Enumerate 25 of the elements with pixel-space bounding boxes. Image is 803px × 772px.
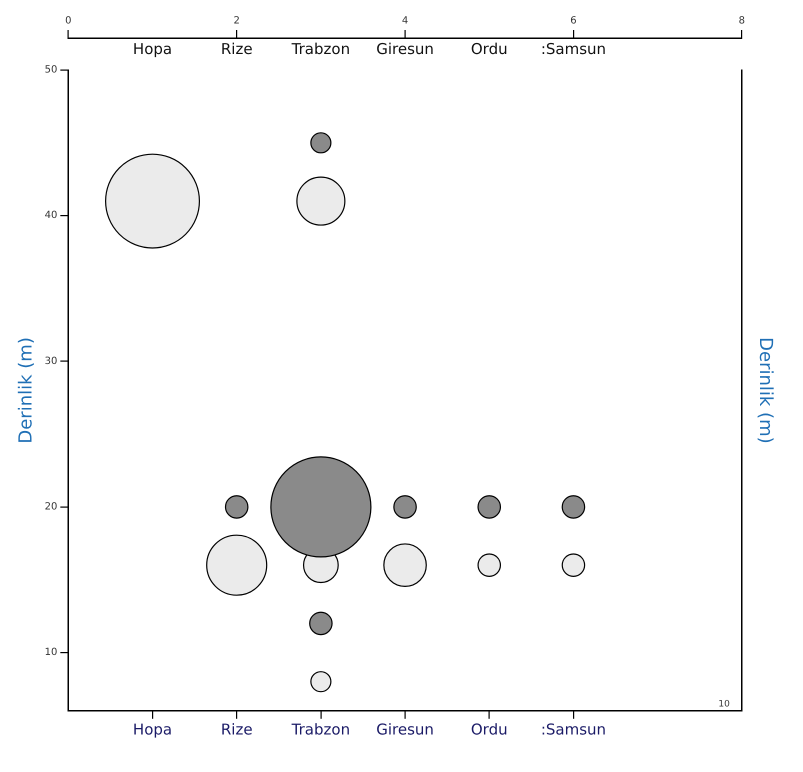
text: 10: [718, 700, 730, 710]
category-label: Rize: [220, 720, 253, 739]
category-label: :Samsun: [540, 720, 606, 739]
x2-tick-label: 8: [738, 16, 745, 27]
x-tick-label: :Samsun: [540, 40, 606, 58]
x-tick-label: Trabzon: [290, 40, 350, 58]
x-tick-label: Giresun: [376, 40, 434, 58]
x-tick-label: Hopa: [132, 40, 172, 58]
category-label: Trabzon: [292, 720, 350, 739]
x-tick-label: Ordu: [470, 40, 508, 58]
y-tick-label: 50: [44, 64, 58, 76]
x-tick-label: Rize: [220, 40, 253, 58]
category-label: Ordu: [470, 720, 508, 739]
x2-tick-label: 6: [570, 16, 577, 27]
y-tick-label: 10: [44, 647, 58, 658]
y2-axis-title: Derinlik (m): [754, 337, 776, 444]
y-tick-label: 20: [44, 502, 58, 513]
y-tick-label: 40: [44, 210, 58, 222]
category-label: Hopa: [132, 720, 172, 739]
x2-tick-label: 4: [402, 16, 408, 27]
y-axis-title: Derinlik (m): [15, 337, 36, 444]
y-tick-label: 30: [44, 356, 58, 367]
x2-tick-label: 2: [234, 16, 240, 27]
x2-tick-label: 0: [65, 16, 72, 27]
category-label: Giresun: [376, 720, 434, 739]
